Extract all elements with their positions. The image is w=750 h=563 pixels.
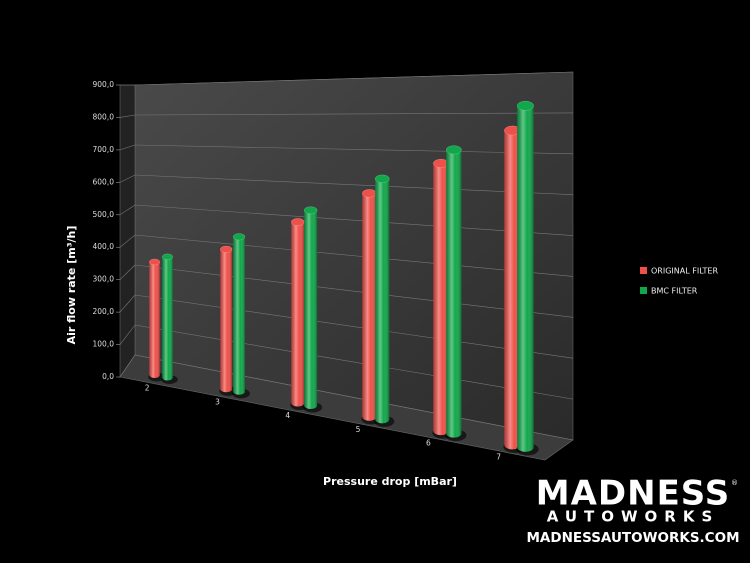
x-tick-label: 7 xyxy=(496,452,501,461)
legend-swatch xyxy=(640,287,647,294)
grid-line xyxy=(119,354,136,378)
logo-sub: AUTOWORKS xyxy=(547,508,720,526)
bar-top xyxy=(516,100,534,111)
bar-shading xyxy=(375,178,390,424)
logo-url: MADNESSAUTOWORKS.COM xyxy=(526,530,739,546)
y-tick-label: 300,0 xyxy=(93,275,115,284)
grid-line xyxy=(119,294,136,313)
bar-shading xyxy=(291,222,305,407)
side-wall xyxy=(119,84,136,378)
bar-top xyxy=(362,189,377,198)
grid-line xyxy=(119,174,136,183)
y-tick-label: 200,0 xyxy=(93,307,115,316)
logo-mark: ® xyxy=(731,479,738,487)
grid-line xyxy=(119,264,136,280)
x-tick-label: 5 xyxy=(356,425,361,434)
x-tick-label: 4 xyxy=(285,411,290,420)
grid-line xyxy=(119,324,136,345)
y-tick-label: 400,0 xyxy=(93,242,115,251)
grid-line xyxy=(134,71,574,86)
bar-shading xyxy=(220,249,233,393)
bar-shading xyxy=(504,130,521,450)
bar-shading xyxy=(433,163,449,436)
bar-top xyxy=(303,206,318,215)
x-tick-label: 3 xyxy=(215,397,220,406)
grid-line xyxy=(134,112,574,116)
y-tick-label: 0,0 xyxy=(102,372,114,381)
bar-shading xyxy=(362,193,377,421)
bar-top xyxy=(291,218,305,226)
bar-shading xyxy=(162,256,173,381)
bar-shading xyxy=(233,236,245,395)
grid-line xyxy=(119,114,136,118)
y-axis-label: Air flow rate [m³/h] xyxy=(65,226,78,345)
bar-shading xyxy=(149,261,160,378)
bar-shading xyxy=(304,210,318,410)
grid-line xyxy=(134,324,574,400)
bar-top xyxy=(149,258,161,266)
grid-line xyxy=(119,234,136,248)
bar-shading xyxy=(517,105,534,452)
grid-line xyxy=(134,204,574,236)
x-tick-label: 2 xyxy=(145,384,150,393)
y-tick-label: 900,0 xyxy=(93,80,115,89)
logo: MADNESS ® AUTOWORKS MADNESSAUTOWORKS.COM xyxy=(526,474,739,547)
grid-line xyxy=(134,354,574,441)
bar-shading xyxy=(446,149,462,438)
grid-line xyxy=(134,294,574,359)
grid-line xyxy=(134,174,574,195)
grid-line xyxy=(119,204,136,216)
grid-line xyxy=(119,144,136,151)
y-tick-label: 700,0 xyxy=(93,145,115,154)
bar-top xyxy=(232,233,246,241)
y-tick-label: 100,0 xyxy=(93,340,115,349)
grid-line xyxy=(134,264,574,318)
bar-top xyxy=(220,245,233,253)
bar-top xyxy=(445,145,462,155)
legend-label: BMC FILTER xyxy=(651,287,698,296)
grid-line xyxy=(134,144,574,155)
logo-name: MADNESS xyxy=(536,474,731,514)
x-axis-label: Pressure drop [mBar] xyxy=(323,475,457,488)
legend-label: ORIGINAL FILTER xyxy=(651,267,718,276)
y-tick-label: 500,0 xyxy=(93,210,115,219)
y-tick-label: 800,0 xyxy=(93,112,115,121)
bar-top xyxy=(374,174,390,183)
bar-top xyxy=(161,253,174,261)
grid-line xyxy=(134,234,574,277)
legend-swatch xyxy=(640,267,647,274)
y-tick-label: 600,0 xyxy=(93,177,115,186)
x-tick-label: 6 xyxy=(426,439,431,448)
